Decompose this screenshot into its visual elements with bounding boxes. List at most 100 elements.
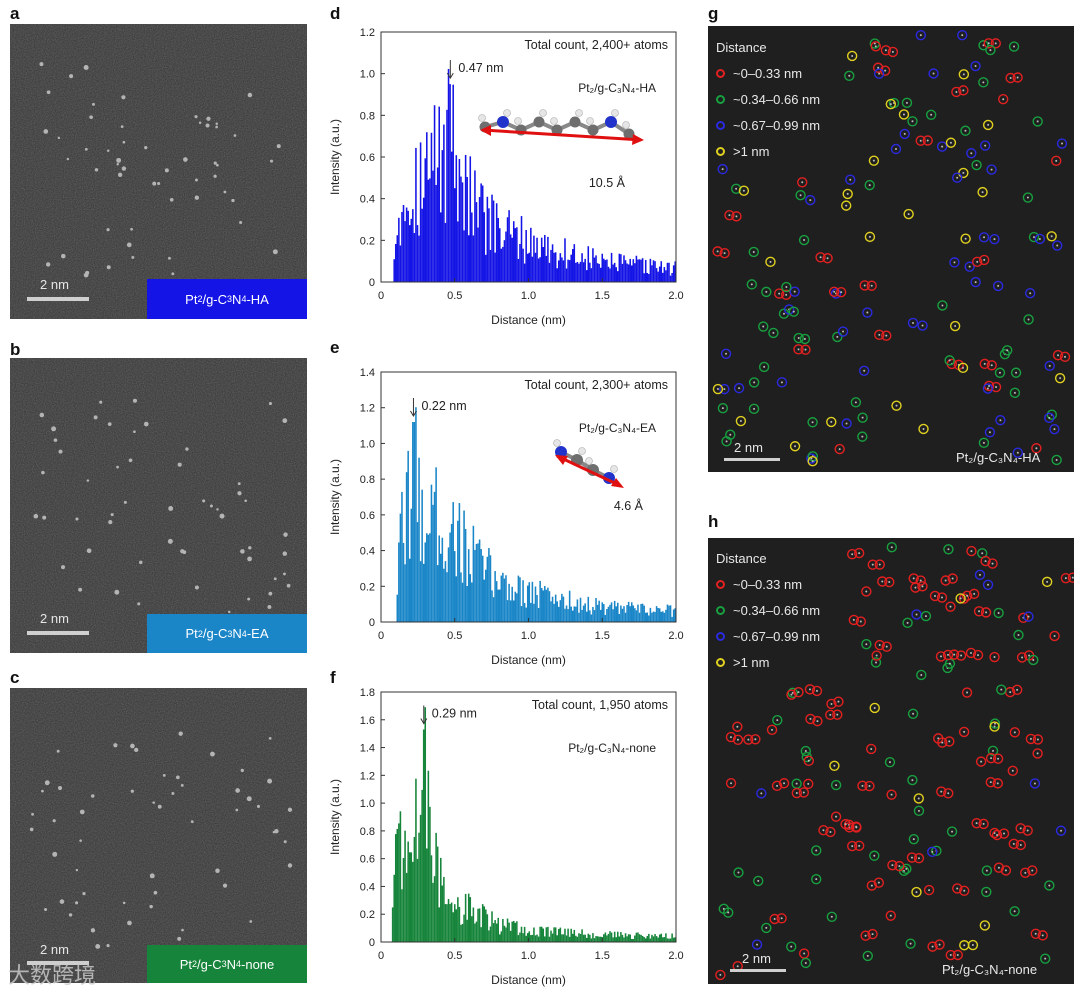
histogram-bar (450, 902, 453, 942)
histogram-bar (629, 606, 631, 622)
histogram-bar (559, 600, 562, 622)
x-tick-label: 1.5 (595, 950, 610, 962)
scale-bar-label-a: 2 nm (40, 277, 69, 292)
stem-image-b (10, 358, 307, 653)
legend-item-blue: ~0.67–0.99 nm (716, 112, 820, 138)
atom-marker (971, 159, 982, 171)
histogram-bar (413, 836, 416, 942)
histogram-bar (531, 934, 534, 942)
atom-dot (120, 125, 124, 129)
atom-marker (830, 779, 842, 791)
histogram-bar (554, 927, 557, 942)
y-tick-label: 1.0 (360, 69, 375, 81)
histogram-bar (478, 539, 481, 622)
atom-marker (859, 280, 877, 291)
atom-dot (31, 812, 35, 816)
x-tick-label: 0 (378, 290, 384, 302)
atom-marker (772, 714, 783, 726)
atom-dot (90, 928, 96, 933)
atom-dot (210, 751, 215, 757)
y-axis-label: Intensity (a.u.) (328, 779, 342, 855)
histogram-bar (589, 934, 591, 942)
histogram-bar (450, 523, 453, 622)
histogram-bar (565, 935, 568, 942)
y-tick-label: 1.8 (360, 687, 375, 699)
atom-marker (733, 867, 744, 878)
legend-title: Distance (716, 550, 767, 566)
histogram-bar (404, 830, 406, 942)
histogram-bar (592, 933, 594, 942)
atom-marker (870, 41, 881, 52)
atom-marker (959, 940, 970, 951)
atom-dot (246, 796, 252, 802)
x-tick-label: 0 (378, 630, 384, 642)
atom-marker (907, 774, 918, 786)
atom-dot (269, 159, 273, 163)
histogram-bar (511, 237, 513, 282)
histogram-bar (520, 216, 523, 282)
histogram-bar (648, 933, 650, 942)
histogram-bar (630, 265, 633, 282)
atom-marker (862, 950, 873, 962)
peak-label: 0.47 nm (458, 61, 503, 75)
atom-dot (171, 272, 175, 276)
carbon-atom (551, 124, 563, 136)
atom-marker (885, 910, 897, 921)
histogram-bar (618, 253, 621, 282)
atom-dot (213, 161, 217, 165)
histogram-bar (567, 259, 569, 282)
atom-marker (884, 756, 896, 768)
histogram-bar (634, 935, 636, 942)
atom-marker (885, 98, 897, 110)
atom-marker (800, 745, 812, 757)
histogram-bar (627, 934, 630, 942)
atom-marker (948, 649, 967, 661)
histogram-bar (646, 935, 649, 942)
atom-dot (168, 506, 174, 511)
atom-dot (149, 873, 155, 879)
histogram-bar (455, 155, 458, 282)
histogram-bar (584, 934, 586, 942)
atom-marker (866, 877, 885, 891)
histogram-bar (662, 937, 664, 942)
histogram-bar (472, 235, 475, 282)
histogram-bar (617, 931, 619, 942)
atom-marker (864, 231, 876, 243)
atom-marker (901, 97, 913, 109)
atom-dot (153, 890, 158, 895)
atom-dot (75, 868, 79, 872)
atom-dot (209, 504, 213, 508)
histogram-bar (506, 918, 509, 942)
histogram-bar (416, 522, 419, 622)
histogram-bar (528, 582, 531, 622)
atom-marker (902, 617, 913, 629)
histogram-bar (610, 932, 613, 942)
histogram-bar (556, 935, 558, 942)
atom-dot (152, 801, 155, 804)
atom-marker (844, 70, 855, 81)
atom-dot (121, 166, 127, 171)
atom-marker (952, 883, 970, 896)
histogram-bar (620, 605, 622, 622)
atom-dot (233, 134, 237, 137)
histogram-bar (457, 221, 459, 282)
histogram-bar (593, 938, 596, 942)
scale-bar-g (724, 458, 780, 461)
atom-dot (123, 500, 127, 504)
histogram-bar (467, 893, 470, 942)
atom-dot (240, 768, 244, 773)
histogram-bar (641, 603, 644, 622)
histogram-bar (573, 244, 576, 282)
atom-marker (1044, 880, 1055, 891)
atom-dot (93, 415, 98, 420)
atom-marker (864, 179, 875, 191)
atom-marker (993, 607, 1004, 619)
histogram-bar (603, 604, 605, 622)
atom-dot (121, 95, 126, 100)
atom-marker (786, 686, 804, 700)
histogram-bar (485, 569, 487, 622)
atom-marker (1010, 367, 1022, 378)
histogram-bar (530, 602, 532, 622)
atom-marker (857, 431, 868, 442)
histogram-bar (519, 577, 521, 622)
